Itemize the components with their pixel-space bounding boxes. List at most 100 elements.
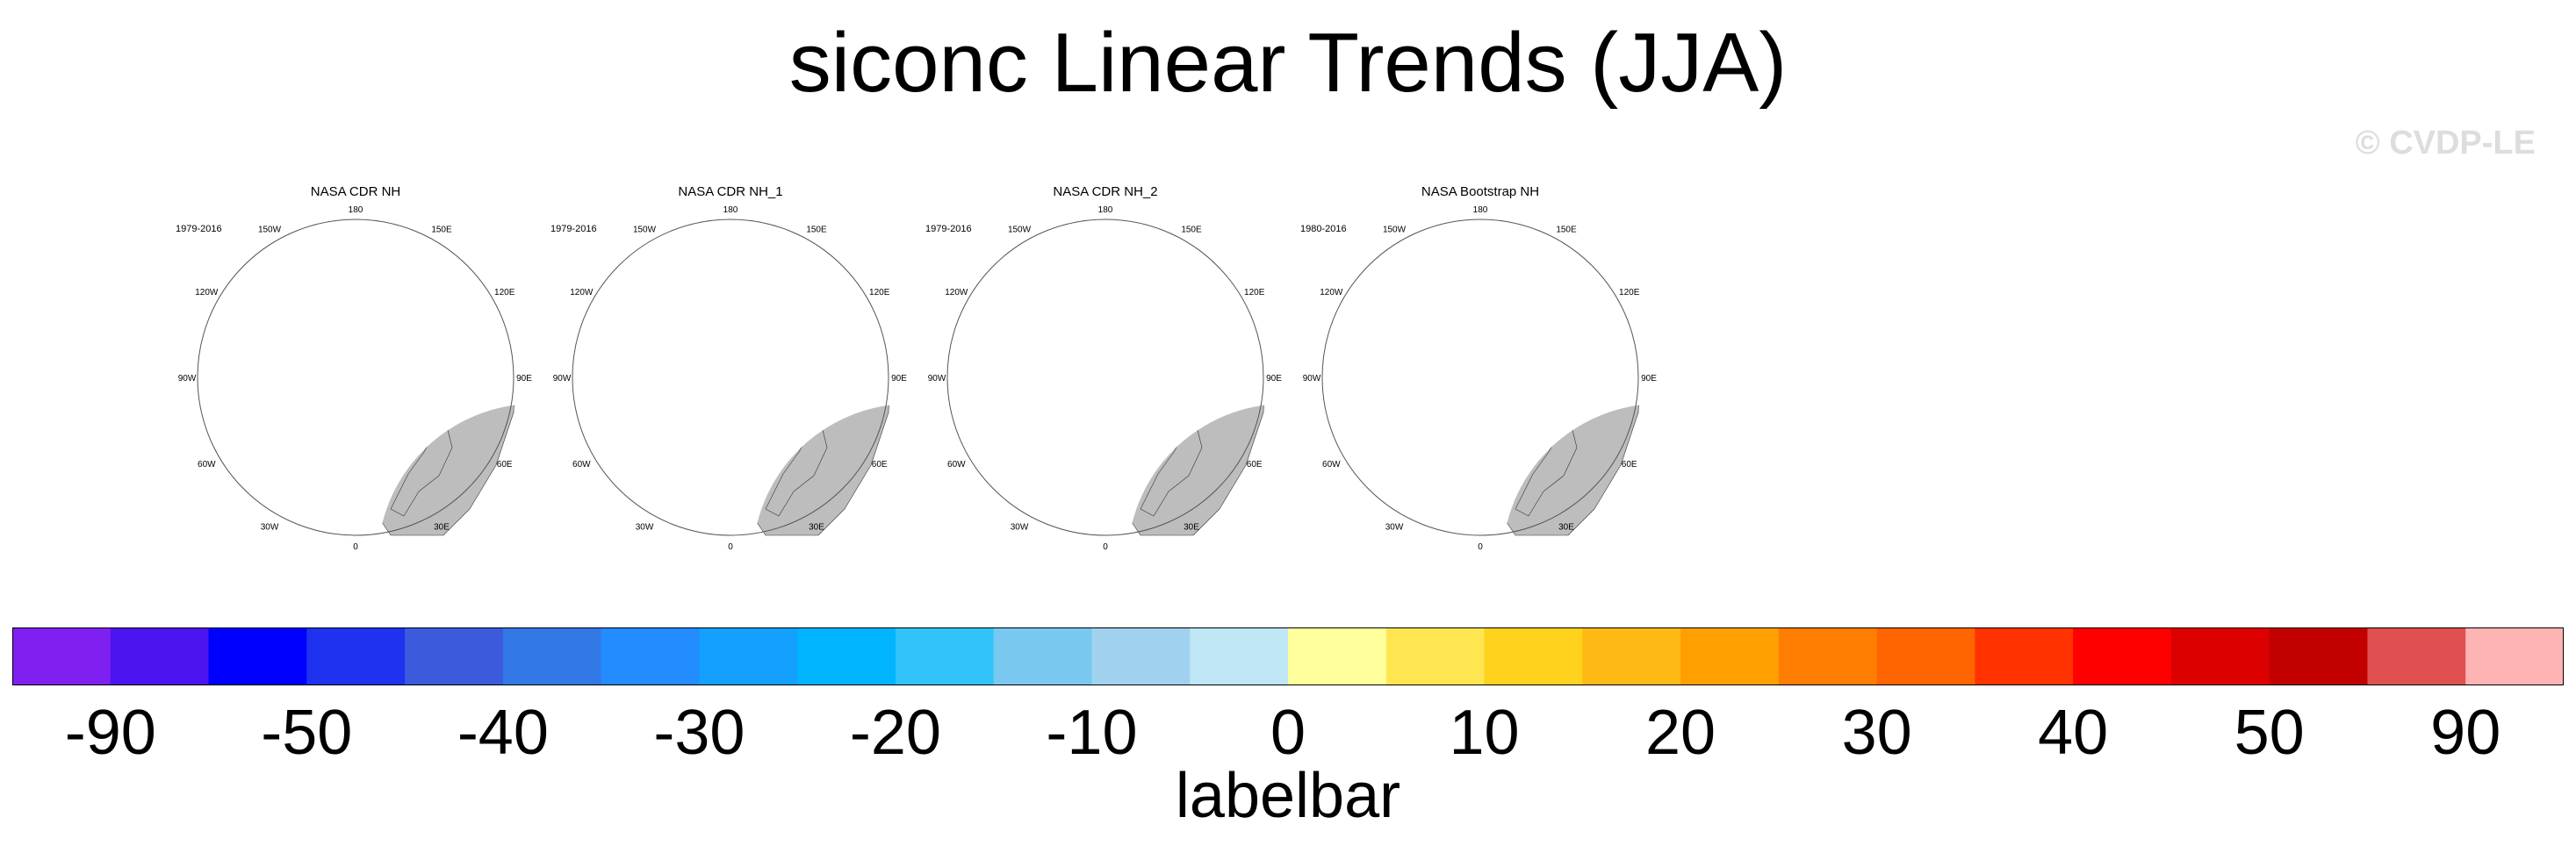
trend-cell	[636, 386, 642, 392]
trend-cell	[780, 435, 787, 442]
trend-cell	[1148, 421, 1155, 428]
trend-cell	[391, 414, 398, 421]
trend-cell	[1378, 401, 1384, 407]
trend-cell	[1494, 302, 1501, 309]
trend-cell	[766, 393, 773, 400]
trend-cell	[1169, 414, 1176, 421]
trend-cell	[1162, 428, 1169, 435]
trend-cell	[688, 337, 695, 344]
trend-cell	[262, 376, 268, 382]
trend-cell	[688, 379, 695, 386]
trend-cell	[377, 337, 384, 344]
trend-cell	[1417, 414, 1424, 421]
trend-cell	[1445, 302, 1452, 309]
trend-cell	[1431, 386, 1438, 393]
trend-cell	[433, 323, 440, 330]
trend-cell	[752, 309, 759, 316]
trend-cell	[1133, 288, 1140, 295]
trend-cell	[236, 381, 242, 387]
trend-cell	[306, 400, 313, 407]
trend-cell	[660, 379, 667, 386]
trend-cell	[384, 386, 391, 393]
trend-cell	[356, 309, 363, 316]
trend-cell	[1112, 323, 1119, 330]
trend-cell	[695, 379, 702, 386]
trend-cell	[299, 400, 306, 407]
trend-cell	[276, 386, 282, 392]
panel-years: 1979-2016	[176, 224, 222, 234]
trend-cell	[1438, 330, 1445, 337]
trend-cell	[1494, 330, 1501, 337]
trend-cell	[1204, 393, 1211, 400]
trend-cell	[1105, 372, 1112, 379]
trend-cell	[1473, 400, 1480, 407]
longitude-label: 30E	[1558, 523, 1574, 533]
colorbar-swatch	[993, 627, 1093, 685]
longitude-label: 120W	[1320, 288, 1343, 297]
trend-cell	[412, 428, 419, 435]
trend-cell	[299, 330, 306, 337]
trend-cell	[688, 351, 695, 358]
trend-cell	[1105, 414, 1112, 421]
trend-cell	[1536, 421, 1543, 428]
trend-cell	[1140, 365, 1148, 372]
trend-cell	[1480, 351, 1487, 358]
trend-cell	[745, 442, 752, 449]
trend-cell	[1445, 358, 1452, 365]
trend-cell	[618, 376, 624, 383]
trend-cell	[342, 323, 349, 330]
trend-cell	[1522, 351, 1529, 358]
longitude-label: 90E	[516, 374, 532, 383]
trend-cell	[433, 337, 440, 344]
longitude-label: 30E	[809, 523, 824, 533]
trend-cell	[1084, 344, 1091, 351]
colorbar-swatch	[1876, 627, 1975, 685]
trend-cell	[1536, 330, 1543, 337]
trend-cell	[1176, 414, 1183, 421]
landmass	[1357, 218, 1471, 265]
trend-cell	[1162, 365, 1169, 372]
trend-cell	[1529, 372, 1536, 379]
trend-cell	[1558, 379, 1565, 386]
trend-cell	[363, 344, 370, 351]
trend-cell	[1515, 351, 1522, 358]
trend-cell	[1026, 395, 1033, 401]
trend-cell	[384, 309, 391, 316]
trend-cell	[780, 302, 787, 309]
trend-cell	[1536, 337, 1543, 344]
panel-title: NASA Bootstrap NH	[1421, 184, 1540, 199]
trend-cell	[1459, 428, 1466, 435]
trend-cell	[1176, 379, 1183, 386]
trend-cell	[653, 344, 660, 351]
trend-cell	[1424, 330, 1431, 337]
trend-cell	[787, 316, 794, 323]
trend-cell	[613, 391, 619, 398]
trend-cell	[278, 400, 285, 407]
trend-cell	[1400, 376, 1406, 383]
trend-cell	[1105, 309, 1112, 316]
trend-cell	[1183, 414, 1190, 421]
trend-cell	[1025, 388, 1031, 394]
colorbar-swatch	[1680, 627, 1780, 685]
longitude-label: 120E	[1619, 288, 1640, 297]
trend-cell	[723, 344, 730, 351]
trend-cell	[659, 403, 666, 409]
trend-cell	[681, 365, 688, 372]
trend-cell	[1459, 372, 1466, 379]
trend-cell	[1371, 399, 1377, 405]
trend-cell	[773, 330, 780, 337]
trend-cell	[342, 358, 349, 365]
trend-cell	[688, 302, 695, 309]
trend-cell	[320, 393, 327, 400]
trend-cell	[702, 428, 709, 435]
trend-cell	[674, 330, 681, 337]
trend-cell	[695, 435, 702, 442]
trend-cell	[1056, 421, 1063, 428]
trend-cell	[709, 379, 716, 386]
trend-cell	[1091, 379, 1098, 386]
longitude-label: 150W	[258, 225, 282, 234]
trend-cell	[1119, 393, 1126, 400]
trend-cell	[1536, 404, 1543, 407]
trend-cell	[653, 393, 660, 400]
trend-cell	[1508, 330, 1515, 337]
